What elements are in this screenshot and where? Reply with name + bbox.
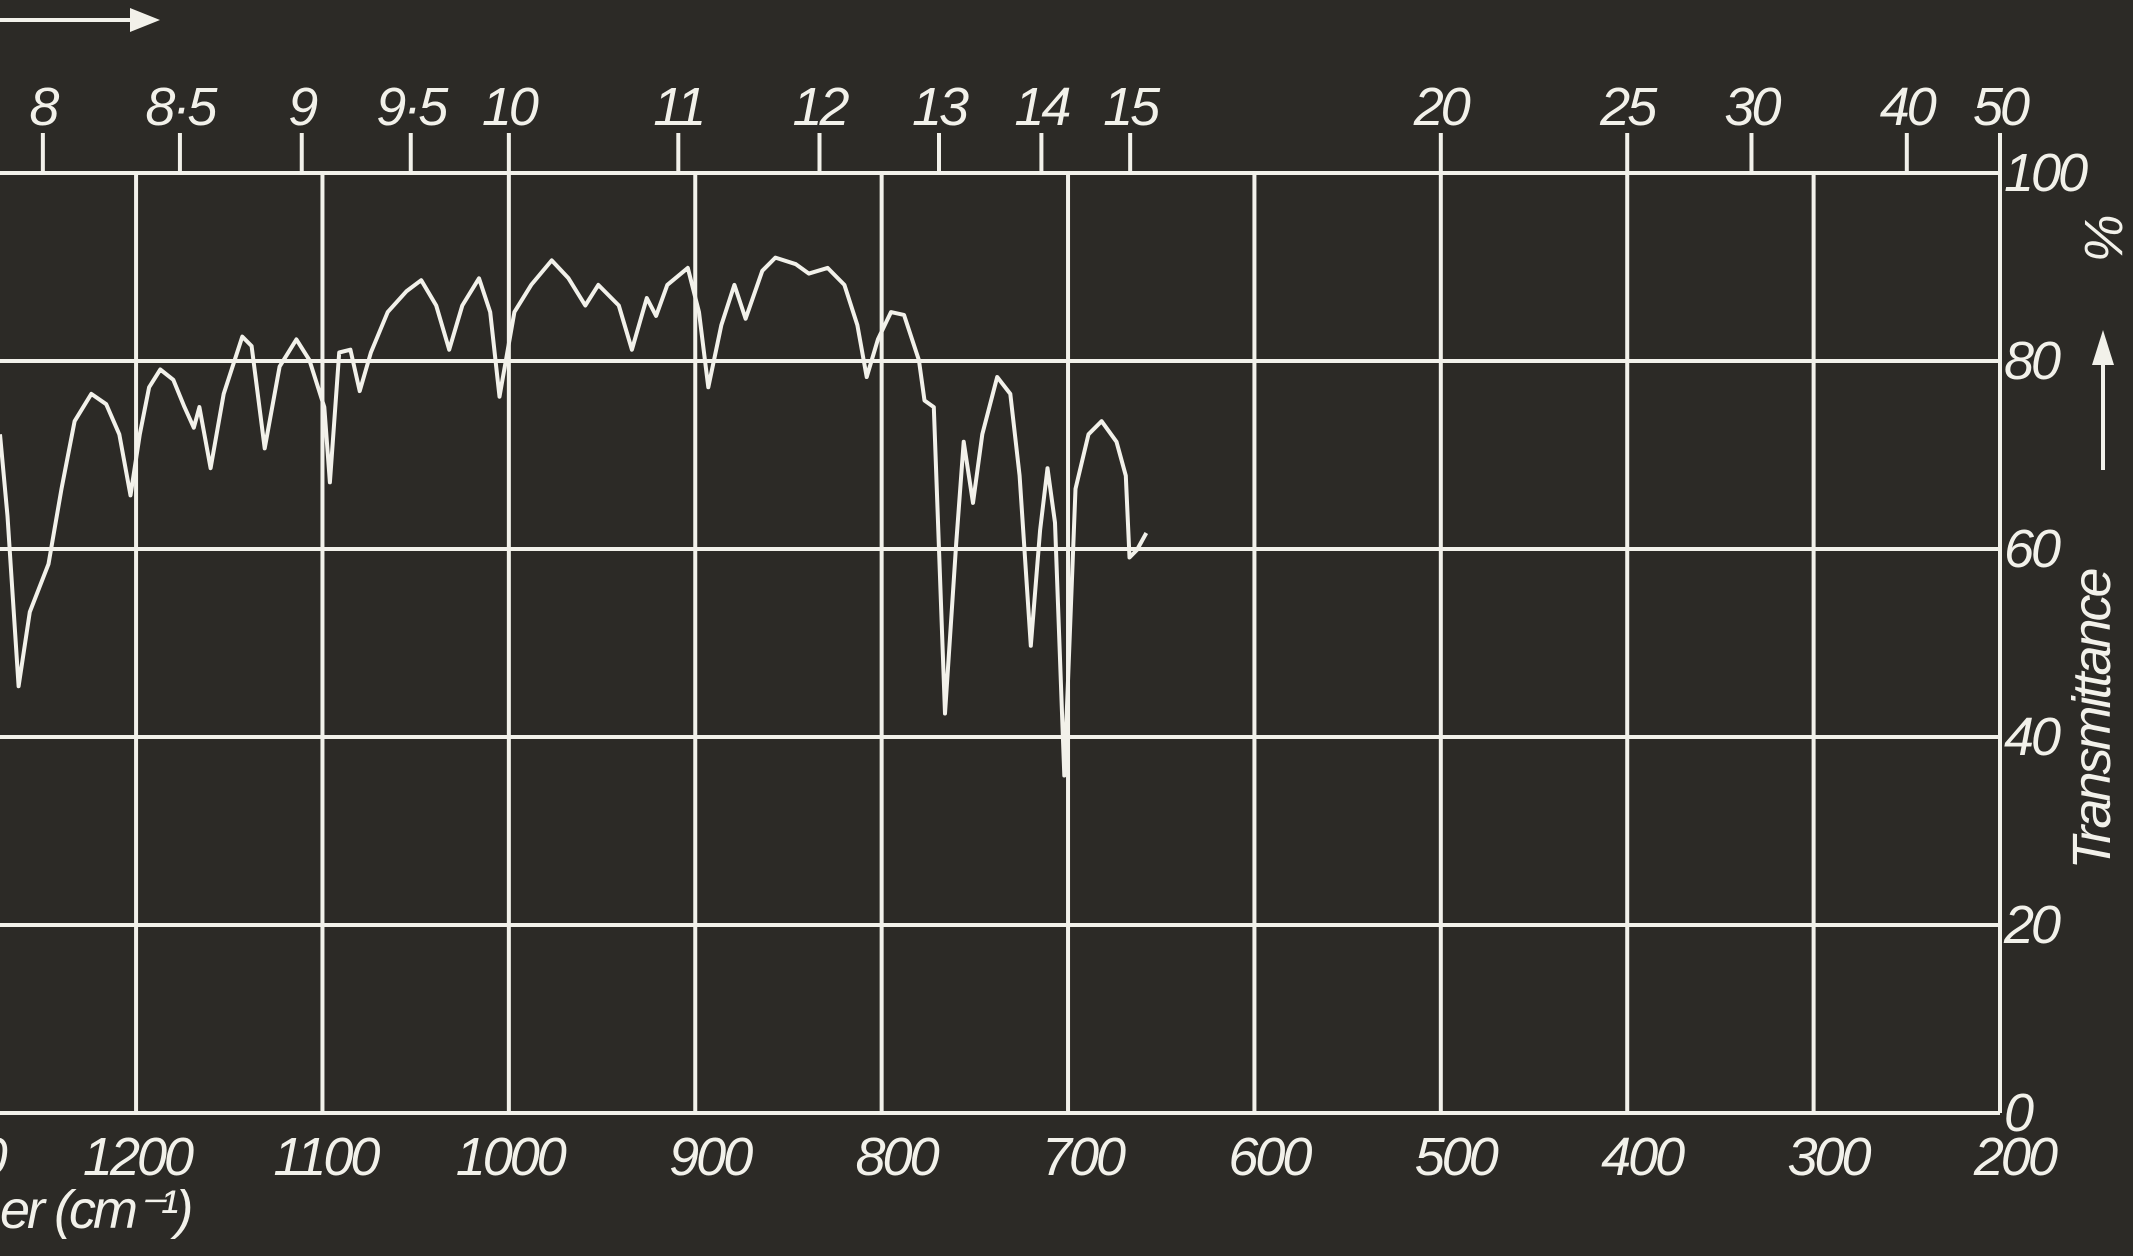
x2-tick-label: 20 xyxy=(1413,77,1471,137)
x-tick-label: 1100 xyxy=(273,1127,380,1187)
y-tick-label: 100 xyxy=(2004,143,2088,203)
y-axis-unit: % xyxy=(2074,217,2133,263)
x2-tick-label: 40 xyxy=(1880,77,1937,137)
y-tick-label: 20 xyxy=(2003,895,2061,955)
x2-tick-label: 25 xyxy=(1599,77,1658,137)
x2-tick-label: 9·5 xyxy=(376,77,449,137)
x-tick-label: 200 xyxy=(1973,1127,2058,1187)
x2-tick-label: 11 xyxy=(653,77,703,137)
x2-tick-label: 10 xyxy=(482,77,539,137)
x2-tick-label: 50 xyxy=(1973,77,2030,137)
y-axis-label: Transmittance xyxy=(2062,568,2122,869)
x-axis-label: er (cm⁻¹) xyxy=(0,1180,190,1240)
x-tick-label: 1000 xyxy=(456,1127,567,1187)
x2-tick-label: 8·5 xyxy=(145,77,218,137)
spectrum-line xyxy=(0,255,1149,778)
y-tick-label: 40 xyxy=(2004,707,2061,767)
x-tick-label: 700 xyxy=(1042,1127,1126,1187)
x-tick-label: 400 xyxy=(1601,1127,1685,1187)
x2-tick-label: 15 xyxy=(1103,77,1161,137)
x2-tick-label: 9 xyxy=(288,77,317,137)
x2-tick-label: 14 xyxy=(1014,77,1069,137)
x2-tick-label: 12 xyxy=(792,77,849,137)
y-tick-label: 80 xyxy=(2004,331,2061,391)
x-tick-label: 500 xyxy=(1415,1127,1499,1187)
x2-tick-label: 8 xyxy=(29,77,59,137)
x2-tick-label: 13 xyxy=(912,77,969,137)
x-tick-label: 1200 xyxy=(83,1127,194,1187)
x2-tick-label: 30 xyxy=(1724,77,1781,137)
direction-arrow xyxy=(0,8,160,32)
x-tick-label: 600 xyxy=(1228,1127,1312,1187)
y-arrow xyxy=(2092,330,2114,470)
y-tick-label: 60 xyxy=(2004,519,2061,579)
x-tick-label: 800 xyxy=(856,1127,940,1187)
x-tick-label: 300 xyxy=(1787,1127,1871,1187)
x-tick-label: 900 xyxy=(669,1127,753,1187)
